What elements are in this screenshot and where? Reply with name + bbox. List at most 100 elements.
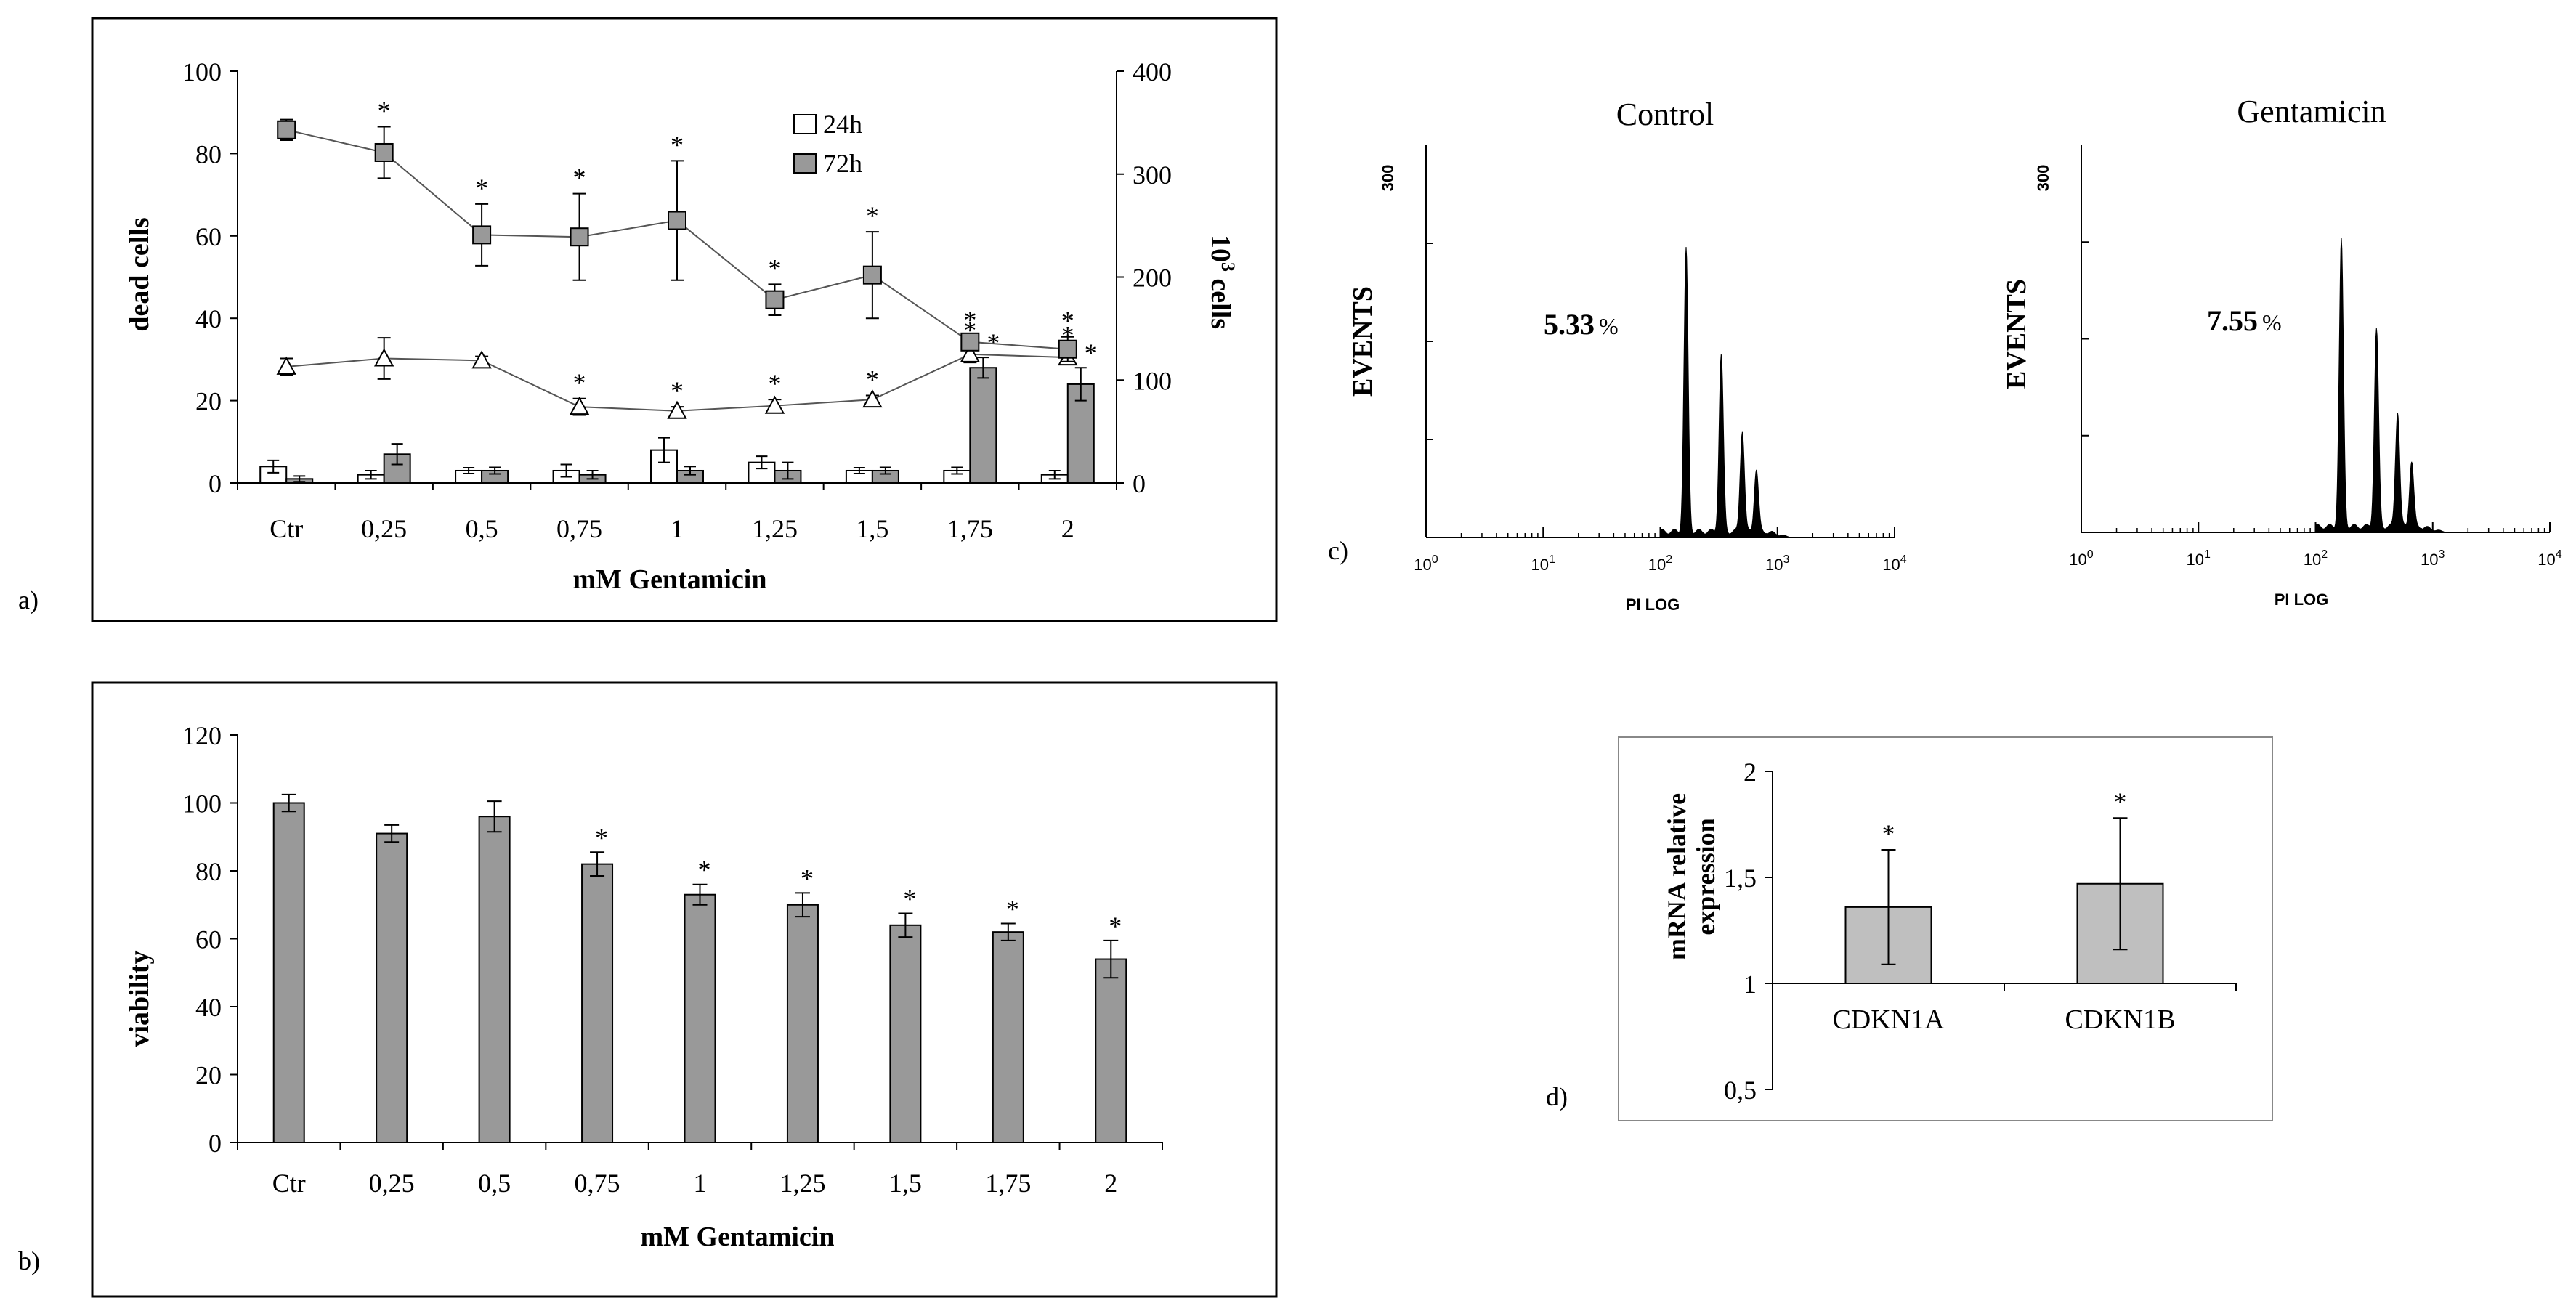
y-tick-label: 80 bbox=[195, 857, 222, 886]
marker-72h bbox=[472, 225, 492, 245]
significance-star: * bbox=[595, 823, 608, 852]
panel-c-label: c) bbox=[1328, 536, 1348, 565]
significance-star: * bbox=[801, 864, 814, 893]
histogram-control-xlabel: PI LOG bbox=[1626, 596, 1680, 614]
bar-viability bbox=[1095, 958, 1127, 1144]
histogram-control-ymax: 300 bbox=[1379, 165, 1397, 192]
chart-a: 0 20 40 60 80 100 0 100 200 300 400 Ctr 0,25 0,5 0,75 1… bbox=[182, 57, 1172, 543]
y-tick-label: 0 bbox=[208, 1129, 222, 1158]
bar-viability bbox=[684, 893, 716, 1143]
marker-72h bbox=[765, 290, 785, 309]
histogram-control-title: Control bbox=[1616, 97, 1714, 132]
significance-star: * bbox=[1882, 819, 1895, 848]
x-tick-label: 0,25 bbox=[361, 514, 407, 543]
chart-a-xlabel: mM Gentamicin bbox=[572, 564, 766, 595]
histogram-gentamicin-value: 7.55% bbox=[2207, 304, 2282, 337]
y-tick-label: 40 bbox=[195, 304, 222, 333]
x-tick-label: 1,75 bbox=[985, 1169, 1031, 1198]
x-tick-label: 1,25 bbox=[779, 1169, 825, 1198]
y-tick-label: 60 bbox=[195, 925, 222, 954]
y-tick-label: 40 bbox=[195, 993, 222, 1022]
y-tick-label: 0,5 bbox=[1724, 1076, 1757, 1105]
marker-72h bbox=[277, 120, 296, 139]
significance-star: * bbox=[671, 376, 684, 405]
marker-72h bbox=[570, 227, 589, 247]
hist-x-tick-label: 101 bbox=[1531, 553, 1555, 574]
legend-swatch-24h bbox=[793, 114, 817, 134]
marker-72h bbox=[1058, 339, 1077, 359]
marker-24h bbox=[862, 389, 883, 408]
y-tick-label: 0 bbox=[208, 469, 222, 498]
x-tick-label: 1,5 bbox=[889, 1169, 922, 1198]
significance-star: * bbox=[768, 253, 781, 283]
significance-star: * bbox=[866, 365, 879, 394]
bar-viability bbox=[478, 816, 511, 1143]
significance-star: * bbox=[1085, 338, 1098, 368]
panel-b-frame bbox=[91, 681, 1278, 1298]
significance-star: * bbox=[573, 163, 586, 192]
x-tick-label: 0,5 bbox=[466, 514, 498, 543]
chart-d: 0,5 1 1,5 2 * CDKN1A * CDKN1B bbox=[1724, 758, 2237, 1105]
significance-star: * bbox=[963, 305, 976, 334]
bar-CDKN1A bbox=[1844, 906, 1932, 985]
chart-b-ylabel: viability bbox=[124, 950, 155, 1047]
x-tick-label: 0,75 bbox=[575, 1169, 620, 1198]
y-tick-label: 20 bbox=[195, 1061, 222, 1090]
hist-x-tick-label: 104 bbox=[2537, 548, 2561, 569]
hist-x-tick-label: 102 bbox=[2304, 548, 2328, 569]
panel-a-label: a) bbox=[18, 585, 39, 614]
significance-star: * bbox=[475, 174, 488, 203]
significance-star: * bbox=[573, 368, 586, 397]
chart-a-ylabel: dead cells bbox=[124, 217, 155, 331]
significance-star: * bbox=[903, 884, 916, 913]
significance-star: * bbox=[987, 328, 1000, 357]
y2-tick-label: 100 bbox=[1133, 366, 1172, 395]
hist-x-tick-label: 103 bbox=[2421, 548, 2445, 569]
hist-x-tick-label: 100 bbox=[2069, 548, 2093, 569]
x-tick-label: 1,25 bbox=[752, 514, 798, 543]
hist-x-tick-label: 101 bbox=[2187, 548, 2211, 569]
panel-b-label: b) bbox=[18, 1246, 40, 1275]
legend-label-72h: 72h bbox=[823, 149, 862, 178]
histogram-gentamicin-title: Gentamicin bbox=[2237, 94, 2386, 129]
y-tick-label: 80 bbox=[195, 139, 222, 169]
hist-x-tick-label: 103 bbox=[1765, 553, 1789, 574]
panel-d-frame bbox=[1618, 736, 2273, 1121]
y-tick-label: 100 bbox=[182, 57, 222, 86]
y-tick-label: 1,5 bbox=[1724, 864, 1757, 893]
chart-b: 0 20 40 60 80 100 120 Ctr 0,25 0,5 * 0,75 * 1 * 1,25 * 1,… bbox=[182, 721, 1163, 1198]
chart-d-ylabel-line2: expression bbox=[1691, 818, 1720, 935]
histogram-control-ylabel: EVENTS bbox=[1348, 286, 1378, 397]
x-tick-label: 1 bbox=[671, 514, 684, 543]
histogram-gentamicin-ylabel: EVENTS bbox=[2001, 279, 2032, 389]
x-tick-label: 0,5 bbox=[478, 1169, 511, 1198]
marker-24h bbox=[276, 356, 296, 375]
significance-star: * bbox=[1006, 894, 1019, 923]
marker-24h bbox=[960, 344, 981, 362]
marker-72h bbox=[374, 142, 394, 162]
marker-72h bbox=[668, 211, 686, 230]
significance-star: * bbox=[698, 856, 711, 885]
y-tick-label: 60 bbox=[195, 222, 222, 251]
significance-star: * bbox=[378, 97, 391, 126]
y2-tick-label: 300 bbox=[1133, 161, 1172, 190]
histogram-gentamicin-ymax: 300 bbox=[2034, 165, 2052, 192]
marker-24h bbox=[764, 395, 785, 414]
marker-72h bbox=[862, 265, 882, 285]
chart-a-y2label: 103 cells bbox=[1205, 235, 1239, 329]
marker-24h bbox=[569, 397, 590, 415]
marker-24h bbox=[471, 350, 492, 369]
bar-72h bbox=[383, 453, 411, 484]
x-tick-label: 0,25 bbox=[369, 1169, 415, 1198]
hist-area bbox=[2304, 238, 2456, 533]
x-tick-label: 1,5 bbox=[856, 514, 888, 543]
marker-72h bbox=[960, 332, 980, 352]
significance-star: * bbox=[1061, 307, 1074, 336]
x-tick-label: CDKN1A bbox=[1832, 1004, 1945, 1035]
histogram-control: 100 101 102 103 104 bbox=[1414, 145, 1907, 574]
y2-tick-label: 400 bbox=[1133, 57, 1172, 86]
